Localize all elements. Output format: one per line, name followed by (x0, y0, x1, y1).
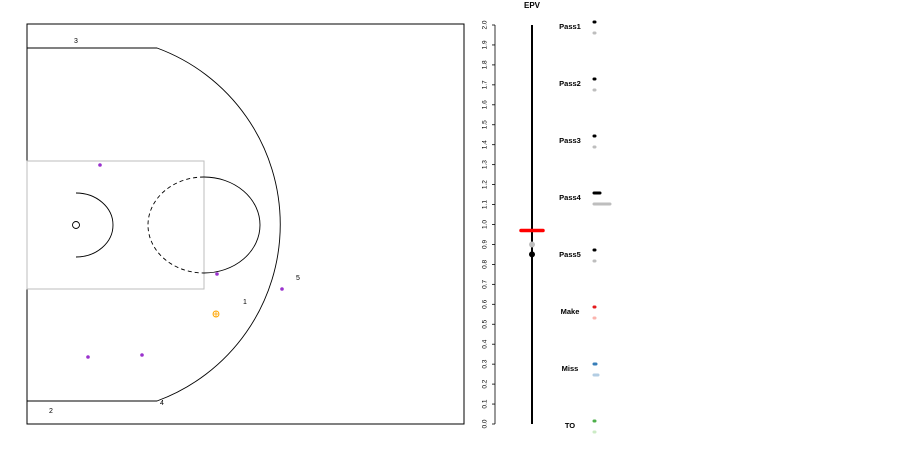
restricted-area (75, 192, 114, 258)
defender-marker (140, 353, 144, 357)
category-label: TO (565, 421, 575, 430)
epv-tick-label: 0.0 (482, 419, 489, 428)
offense-label-4: 4 (160, 400, 164, 407)
category-label: Pass5 (559, 250, 581, 259)
current-epv-gray-dot (529, 241, 535, 248)
offense-label-2: 2 (49, 408, 53, 415)
court-boundary (26, 23, 465, 425)
epv-tick-label: 0.4 (482, 339, 489, 348)
offense-label-1: 1 (243, 299, 247, 306)
epv-tick-label: 1.4 (482, 140, 489, 149)
defender-marker (215, 272, 219, 276)
epv-tick-label: 0.9 (482, 240, 489, 249)
epv-tick-label: 1.5 (482, 120, 489, 129)
free-throw-circle-solid (203, 176, 261, 274)
epv-tick-label: 1.1 (482, 200, 489, 209)
defender-marker (86, 355, 90, 359)
paint-area (26, 160, 205, 290)
ball-marker (212, 310, 220, 318)
category-label: Pass4 (559, 193, 582, 202)
epv-tick-label: 0.6 (482, 299, 489, 308)
epv-tick-label: 2.0 (482, 20, 489, 29)
epv-categories: Pass1 Pass2 Pass3 Pass4 Pass5 Make Miss TO (559, 20, 612, 434)
epv-markers (519, 228, 545, 258)
offense-label-5: 5 (296, 275, 300, 282)
epv-tick-label: 0.3 (482, 359, 489, 368)
epv-tick-label: 1.8 (482, 60, 489, 69)
epv-tick-label: 1.3 (482, 160, 489, 169)
defender-marker (98, 163, 102, 167)
category-label: Pass2 (559, 79, 581, 88)
basket (72, 221, 80, 229)
category-label: Pass3 (559, 136, 581, 145)
epv-tick-label: 1.2 (482, 180, 489, 189)
category-label: Miss (562, 364, 579, 373)
epv-tick-label: 1.0 (482, 220, 489, 229)
category-label: Make (561, 307, 580, 316)
epv-tick-label: 0.1 (482, 399, 489, 408)
defender-marker (280, 287, 284, 291)
epv-tick-label: 0.2 (482, 379, 489, 388)
category-label: Pass1 (559, 22, 581, 31)
epv-tick-label: 1.7 (482, 80, 489, 89)
epv-tick-label: 0.7 (482, 279, 489, 288)
epv-tick-label: 1.9 (482, 40, 489, 49)
epv-title: EPV (524, 1, 541, 10)
current-epv-black-dot (529, 251, 535, 258)
three-point-line (27, 47, 281, 402)
offense-label-3: 3 (74, 38, 78, 45)
half-court: 3 1 5 2 4 (26, 23, 465, 425)
epv-tick-label: 0.5 (482, 319, 489, 328)
epv-panel: EPV 0.0 0.1 0.2 0.3 0.4 0.5 0.6 0.7 0.8 0.9 1.0 1.1… (482, 1, 612, 434)
epv-ticks: 0.0 0.1 0.2 0.3 0.4 0.5 0.6 0.7 0.8 0.9 1.0 1.1 1.2 1… (482, 20, 495, 429)
free-throw-circle-dashed (147, 176, 205, 274)
epv-tick-label: 1.6 (482, 100, 489, 109)
epv-tick-label: 0.8 (482, 260, 489, 269)
